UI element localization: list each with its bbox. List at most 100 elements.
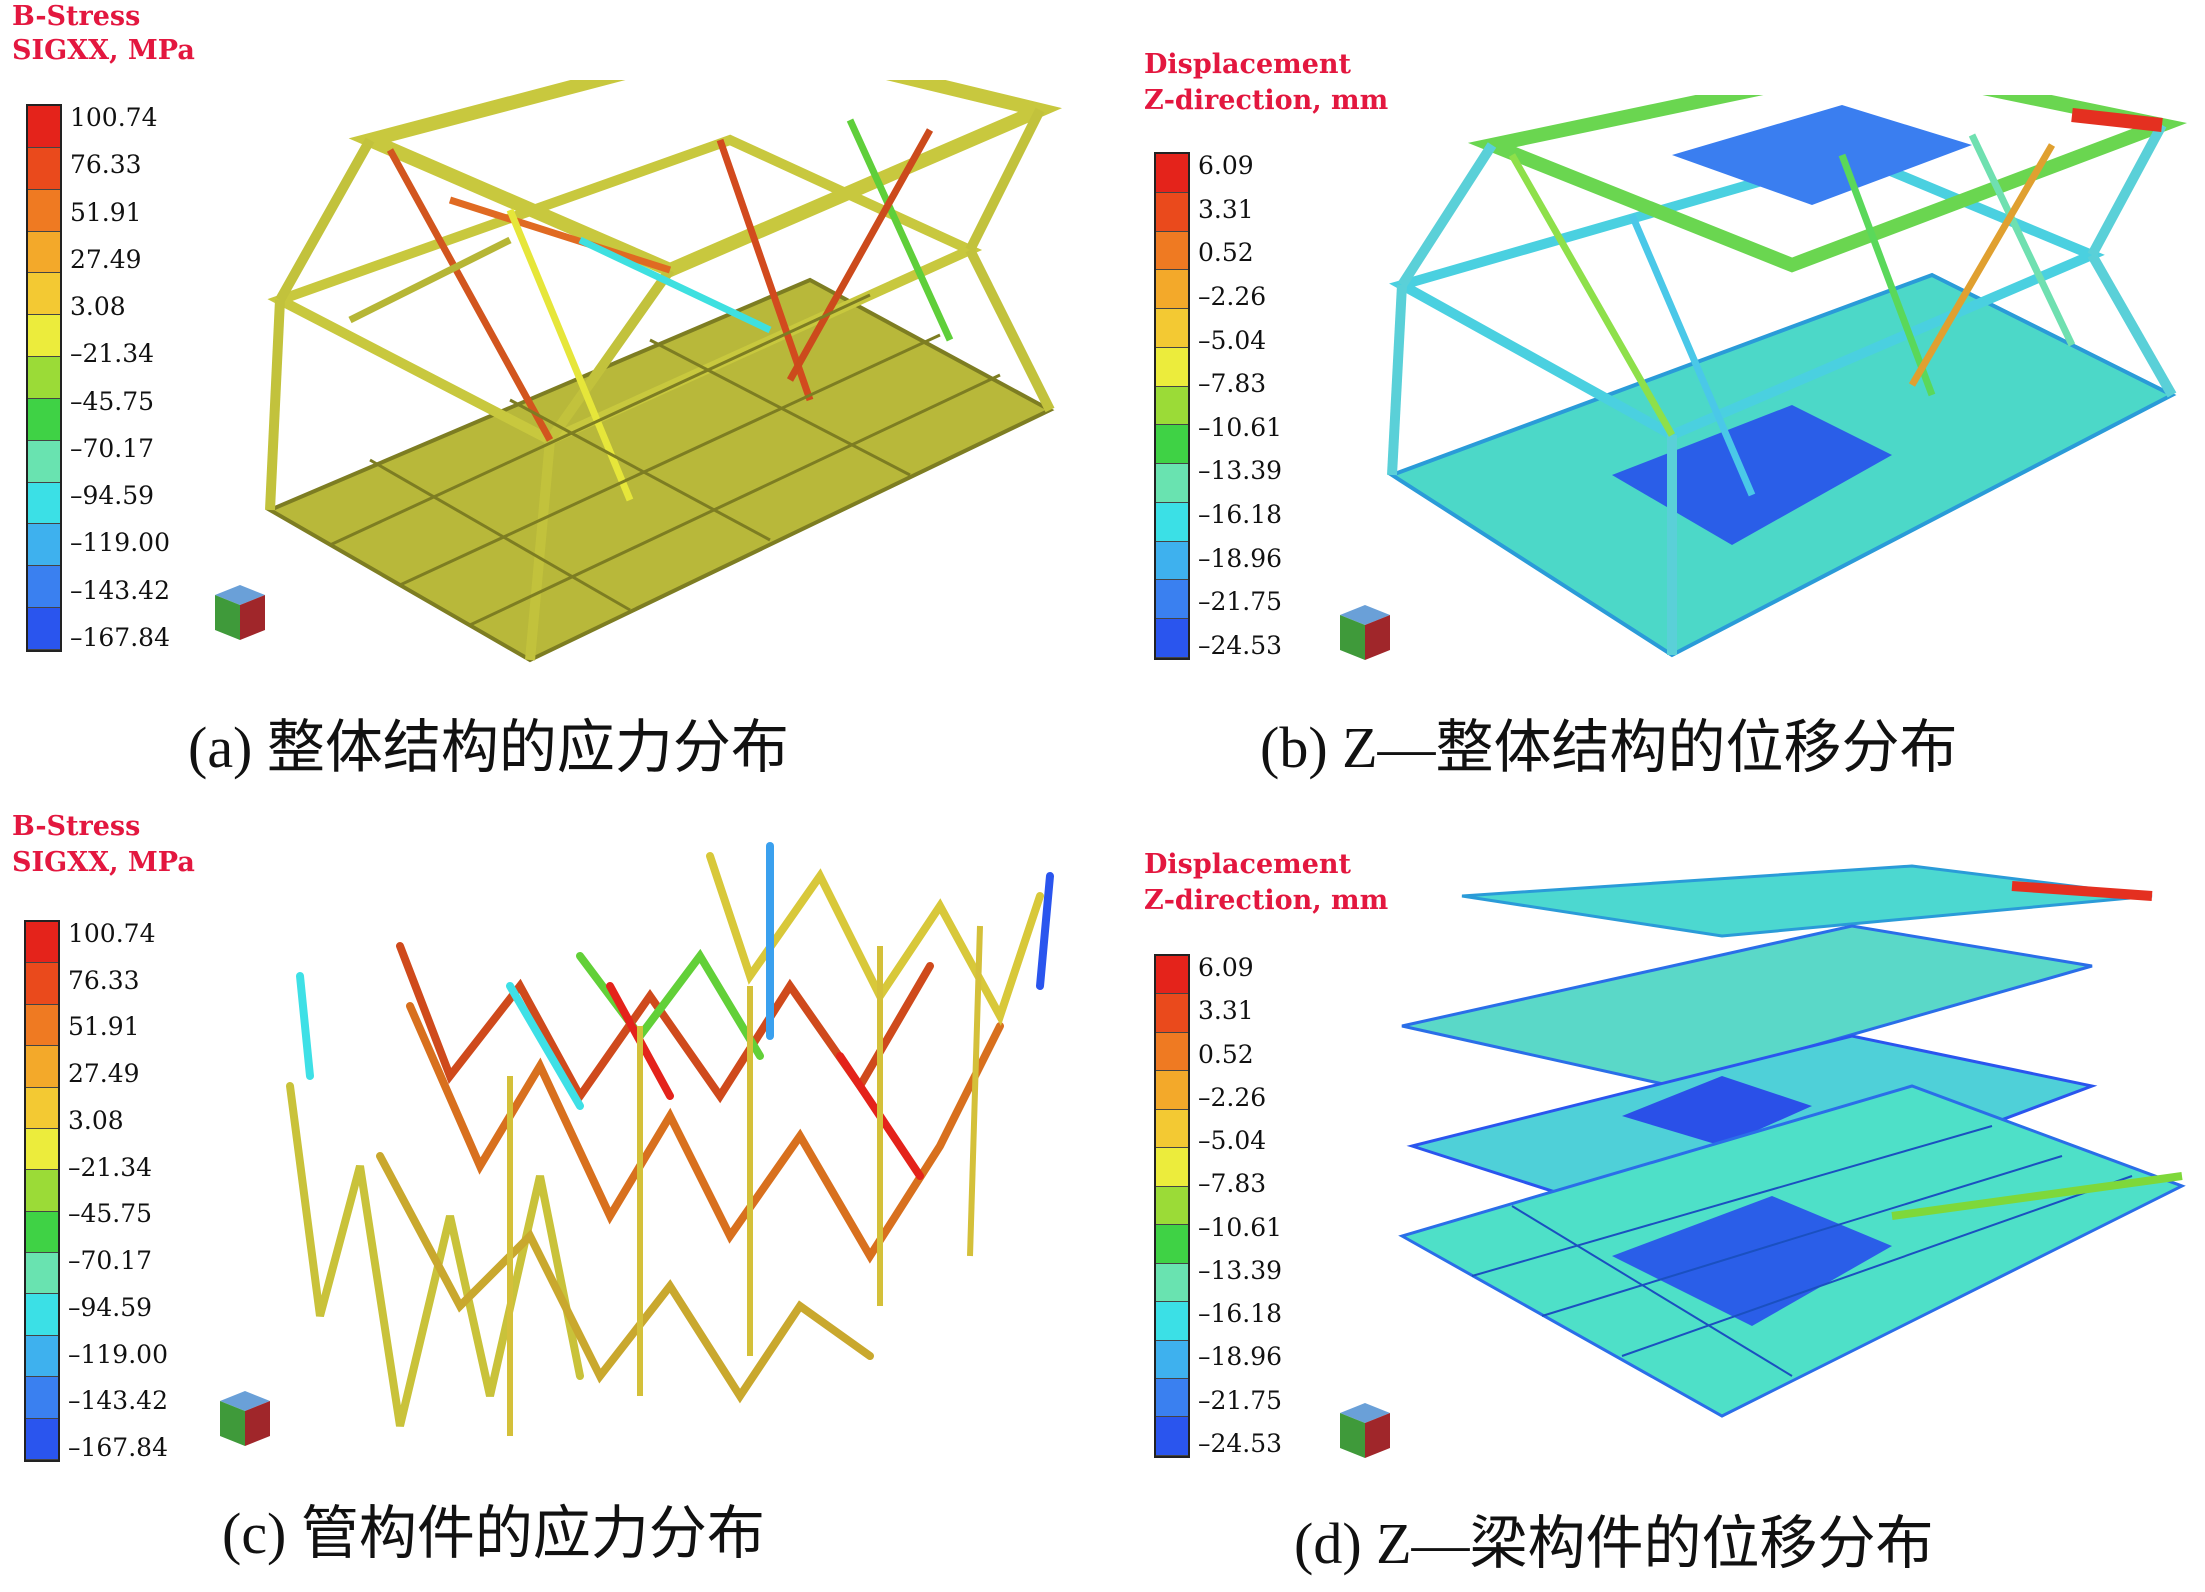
legend-color-segment — [28, 524, 60, 567]
legend-tick-label: –16.18 — [1198, 1299, 1283, 1329]
legend-color-segment — [28, 231, 60, 274]
legend-tick-label: –10.61 — [1198, 1212, 1283, 1242]
legend-color-segment — [26, 1087, 58, 1129]
beam-members-exploded-model — [1398, 864, 2186, 1418]
caption: (a) 整体结构的应力分布 — [188, 715, 789, 780]
legend-color-segment — [26, 1335, 58, 1378]
vertical-posts — [507, 925, 983, 1436]
hot-edge — [2071, 108, 2163, 132]
legend-tick-label: –45.75 — [70, 386, 155, 416]
legend-color-segment — [1156, 1302, 1188, 1341]
legend-tick-label: 51.91 — [68, 1012, 140, 1042]
legend-tick-label: –167.84 — [68, 1433, 168, 1462]
legend-tick-label: 0.52 — [1198, 238, 1254, 268]
columns — [265, 107, 1055, 661]
legend-tick-label: 27.49 — [70, 244, 142, 274]
legend-tick-label: 100.74 — [68, 919, 156, 948]
legend-color-segment — [26, 1253, 58, 1295]
legend-color-segment — [1156, 1148, 1188, 1187]
floor-center — [1612, 405, 1892, 545]
legend-tick-label: 27.49 — [68, 1059, 140, 1089]
legend-color-segment — [26, 1004, 58, 1047]
legend-tick-label: –2.26 — [1198, 281, 1267, 311]
legend-color-segment — [1156, 580, 1188, 620]
legend-color-segment — [26, 1377, 58, 1419]
legend-color-segment — [1156, 309, 1188, 348]
legend-color-segment — [28, 398, 60, 441]
legend-color-segment — [1156, 231, 1188, 271]
legend-color-segment — [1156, 464, 1188, 503]
legend-tick-label: 6.09 — [1198, 151, 1254, 180]
legend-color-segment — [1156, 1378, 1188, 1418]
legend-color-segment — [1156, 1417, 1188, 1456]
legend-tick-label: –21.75 — [1198, 587, 1283, 617]
layer-2-center — [1622, 1076, 1812, 1146]
legend-tick-label: –119.00 — [70, 528, 170, 558]
legend-color-segment — [26, 1046, 58, 1088]
legend-title-line2: SIGXX, MPa — [12, 35, 195, 66]
tube-braces — [286, 842, 1054, 1427]
legend-color-segment — [1156, 541, 1188, 581]
legend-color-segment — [1156, 1109, 1188, 1149]
axis-triad-icon — [1340, 605, 1390, 660]
legend-color-segment — [26, 922, 58, 964]
legend-color-segment — [28, 440, 60, 483]
legend-tick-label: –13.39 — [1198, 456, 1283, 486]
legend-tick-label: 0.52 — [1198, 1039, 1254, 1069]
legend-color-segment — [1156, 1263, 1188, 1303]
floor-grid — [1471, 1125, 2133, 1377]
top-center — [1672, 105, 1972, 205]
stress-model-full — [265, 80, 1063, 663]
legend-tick-label: –21.34 — [68, 1152, 153, 1182]
legend-color-segment — [1156, 192, 1188, 232]
panel-a: B-Stress SIGXX, MPa — [0, 0, 1102, 796]
legend-tick-label: –21.75 — [1198, 1385, 1283, 1415]
legend-color-segment — [1156, 619, 1188, 658]
legend-tick-label: –7.83 — [1198, 1169, 1267, 1199]
legend-tick-label: –21.34 — [70, 339, 155, 369]
legend-tick-label: –24.53 — [1198, 1429, 1283, 1458]
legend-color-segment — [26, 1294, 58, 1336]
displacement-model-full — [1387, 95, 2188, 658]
legend-title-line1: Displacement — [1144, 49, 1351, 80]
legend-title-line2: Z-direction, mm — [1144, 885, 1389, 916]
legend-color-segment — [1156, 270, 1188, 310]
legend-title-line1: Displacement — [1144, 849, 1351, 880]
legend-title-line2: Z-direction, mm — [1144, 85, 1389, 116]
legend-tick-label: –70.17 — [70, 433, 155, 463]
caption: (c) 管构件的应力分布 — [222, 1501, 765, 1566]
legend-color-segment — [1156, 1225, 1188, 1264]
legend-color-segment — [26, 1418, 58, 1460]
legend-tick-label: –94.59 — [70, 481, 155, 511]
legend-tick-label: –13.39 — [1198, 1255, 1283, 1285]
legend-color-segment — [28, 608, 60, 650]
legend-tick-label: –45.75 — [68, 1199, 153, 1229]
legend-tick-label: –5.04 — [1198, 325, 1267, 355]
legend-color-segment — [28, 189, 60, 232]
legend-tick-label: –143.42 — [68, 1386, 168, 1416]
legend-tick-label: 3.08 — [68, 1105, 124, 1135]
legend-color-segment — [28, 315, 60, 358]
color-legend-bar — [1154, 954, 1190, 1458]
axis-triad-icon — [215, 585, 265, 640]
legend-tick-label: –24.53 — [1198, 631, 1283, 660]
legend-tick-label: –70.17 — [68, 1246, 153, 1276]
legend-color-segment — [1156, 347, 1188, 387]
legend-tick-label: –143.42 — [70, 575, 170, 605]
color-legend-bar — [24, 920, 60, 1462]
legend-tick-label: 76.33 — [68, 965, 140, 995]
hot-edge — [2011, 881, 2153, 901]
legend-tick-label: 3.31 — [1198, 194, 1254, 224]
legend-tick-label: 3.08 — [70, 292, 126, 322]
legend-tick-label: –18.96 — [1198, 543, 1283, 573]
legend-color-segment — [28, 147, 60, 190]
legend-color-segment — [26, 963, 58, 1005]
legend-tick-label: 6.09 — [1198, 953, 1254, 982]
legend-tick-label: –94.59 — [68, 1292, 153, 1322]
legend-color-segment — [26, 1128, 58, 1171]
panel-c: B-Stress SIGXX, MPa (c) 管构件的应力分布 100.7 — [0, 796, 1102, 1592]
legend-color-segment — [28, 566, 60, 609]
legend-title-line1: B-Stress — [12, 811, 141, 842]
panel-b: Displacement Z-direction, mm (b) Z—整体结构的… — [1102, 0, 2204, 796]
legend-title-line2: SIGXX, MPa — [12, 847, 195, 878]
